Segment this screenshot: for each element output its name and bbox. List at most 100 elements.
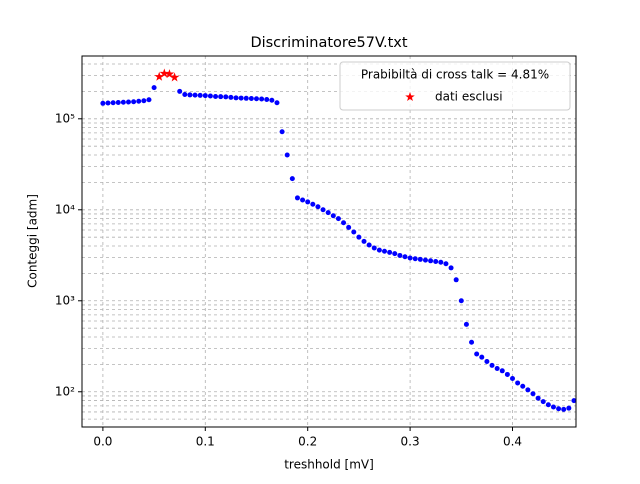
- data-point: [100, 100, 106, 106]
- data-point: [284, 152, 290, 158]
- data-point: [494, 366, 500, 372]
- data-point: [289, 176, 295, 182]
- data-point: [274, 100, 280, 106]
- data-point: [105, 100, 111, 106]
- data-point: [110, 100, 116, 106]
- data-point: [550, 404, 556, 410]
- data-point: [458, 298, 464, 304]
- data-point: [402, 254, 408, 260]
- data-point: [223, 94, 229, 100]
- data-point: [253, 96, 259, 102]
- data-point: [325, 210, 331, 216]
- data-point: [177, 88, 183, 94]
- data-point: [131, 99, 137, 105]
- data-point: [448, 265, 454, 271]
- data-point: [433, 259, 439, 265]
- data-point: [469, 339, 475, 345]
- data-point: [453, 277, 459, 283]
- data-point: [320, 207, 326, 213]
- data-point: [115, 100, 121, 106]
- data-point: [561, 406, 567, 412]
- data-point: [422, 257, 428, 263]
- data-point: [335, 216, 341, 222]
- data-point: [243, 95, 249, 101]
- data-point: [412, 256, 418, 262]
- data-point: [438, 259, 444, 265]
- data-point: [228, 94, 234, 100]
- data-point: [315, 204, 321, 210]
- data-point: [556, 406, 562, 412]
- excluded-point: [154, 71, 164, 81]
- data-point: [535, 395, 541, 401]
- data-point: [366, 242, 372, 248]
- y-tick-label: 10²: [55, 384, 75, 398]
- data-point: [146, 97, 152, 103]
- excluded-point: [164, 69, 175, 79]
- x-tick-label: 0.4: [503, 435, 522, 449]
- data-point: [499, 368, 505, 374]
- data-point: [310, 201, 316, 207]
- chart-title: Discriminatore57V.txt: [250, 35, 407, 51]
- y-tick-label: 10³: [55, 293, 75, 307]
- data-point: [213, 93, 219, 99]
- excluded-point: [169, 72, 180, 82]
- data-point: [566, 405, 572, 411]
- data-point: [248, 96, 254, 102]
- data-point: [351, 229, 357, 235]
- y-tick-label: 10⁵: [55, 111, 75, 125]
- data-point: [120, 99, 126, 105]
- data-point: [571, 398, 577, 404]
- data-point: [545, 402, 551, 408]
- data-point: [510, 375, 516, 381]
- x-tick-label: 0.0: [93, 435, 112, 449]
- data-point: [504, 371, 510, 377]
- data-point: [356, 234, 362, 240]
- data-point: [259, 96, 265, 102]
- data-point: [392, 251, 398, 257]
- data-point: [294, 195, 300, 201]
- data-point: [417, 256, 423, 262]
- y-axis-label: Conteggi [adm]: [26, 194, 40, 288]
- data-point: [136, 98, 142, 104]
- data-point: [218, 94, 224, 100]
- data-point: [238, 95, 244, 101]
- x-tick-label: 0.3: [401, 435, 420, 449]
- data-point: [192, 92, 198, 98]
- data-point: [125, 99, 131, 105]
- y-tick-label: 10⁴: [55, 202, 75, 216]
- data-point: [151, 85, 157, 91]
- data-point: [361, 238, 367, 244]
- data-point: [202, 93, 208, 99]
- data-point: [479, 354, 485, 360]
- data-point: [269, 97, 275, 103]
- data-point: [182, 91, 188, 97]
- data-point: [330, 213, 336, 219]
- data-point: [484, 359, 490, 365]
- data-point: [407, 255, 413, 261]
- data-point: [443, 261, 449, 267]
- plot-frame: [81, 55, 577, 428]
- data-point: [428, 258, 434, 264]
- x-tick-label: 0.1: [196, 435, 215, 449]
- data-point: [387, 249, 393, 255]
- data-point: [233, 95, 239, 101]
- data-point: [207, 93, 213, 99]
- data-point: [141, 98, 147, 104]
- data-point: [474, 351, 480, 357]
- legend-label: dati esclusi: [435, 90, 503, 104]
- data-point: [525, 387, 531, 393]
- data-point: [371, 245, 377, 251]
- data-point: [197, 92, 203, 98]
- x-axis-label: treshhold [mV]: [284, 458, 374, 472]
- data-point: [540, 399, 546, 405]
- data-point: [305, 199, 311, 205]
- legend-box: [339, 61, 571, 111]
- data-point: [279, 129, 285, 135]
- data-point: [520, 383, 526, 389]
- data-point: [376, 247, 382, 253]
- legend-marker: [405, 92, 415, 102]
- data-point: [382, 248, 388, 254]
- data-point: [489, 362, 495, 368]
- data-point: [187, 92, 193, 98]
